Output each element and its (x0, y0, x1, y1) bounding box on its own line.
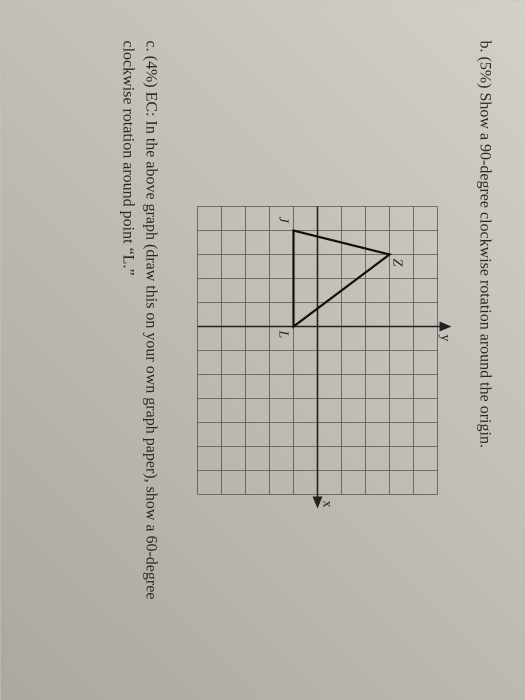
question-c: c. (4%) EC: In the above graph (draw thi… (116, 40, 161, 660)
svg-text:L: L (275, 329, 290, 338)
question-c-label: c. (142, 40, 159, 51)
question-b: b. (5%) Show a 90-degree clockwise rotat… (473, 40, 495, 660)
worksheet-page: b. (5%) Show a 90-degree clockwise rotat… (0, 0, 525, 700)
svg-text:J: J (275, 216, 290, 223)
question-c-text: (4%) EC: In the above graph (draw this o… (119, 40, 158, 599)
svg-text:Z: Z (389, 258, 404, 266)
question-b-label: b. (476, 40, 493, 52)
svg-text:y: y (437, 334, 452, 341)
graph-container: y x Z J L (179, 40, 455, 660)
question-b-text: (5%) Show a 90-degree clockwise rotation… (476, 56, 493, 447)
svg-text:x: x (319, 500, 334, 507)
coordinate-graph: y x Z J L (179, 188, 455, 512)
